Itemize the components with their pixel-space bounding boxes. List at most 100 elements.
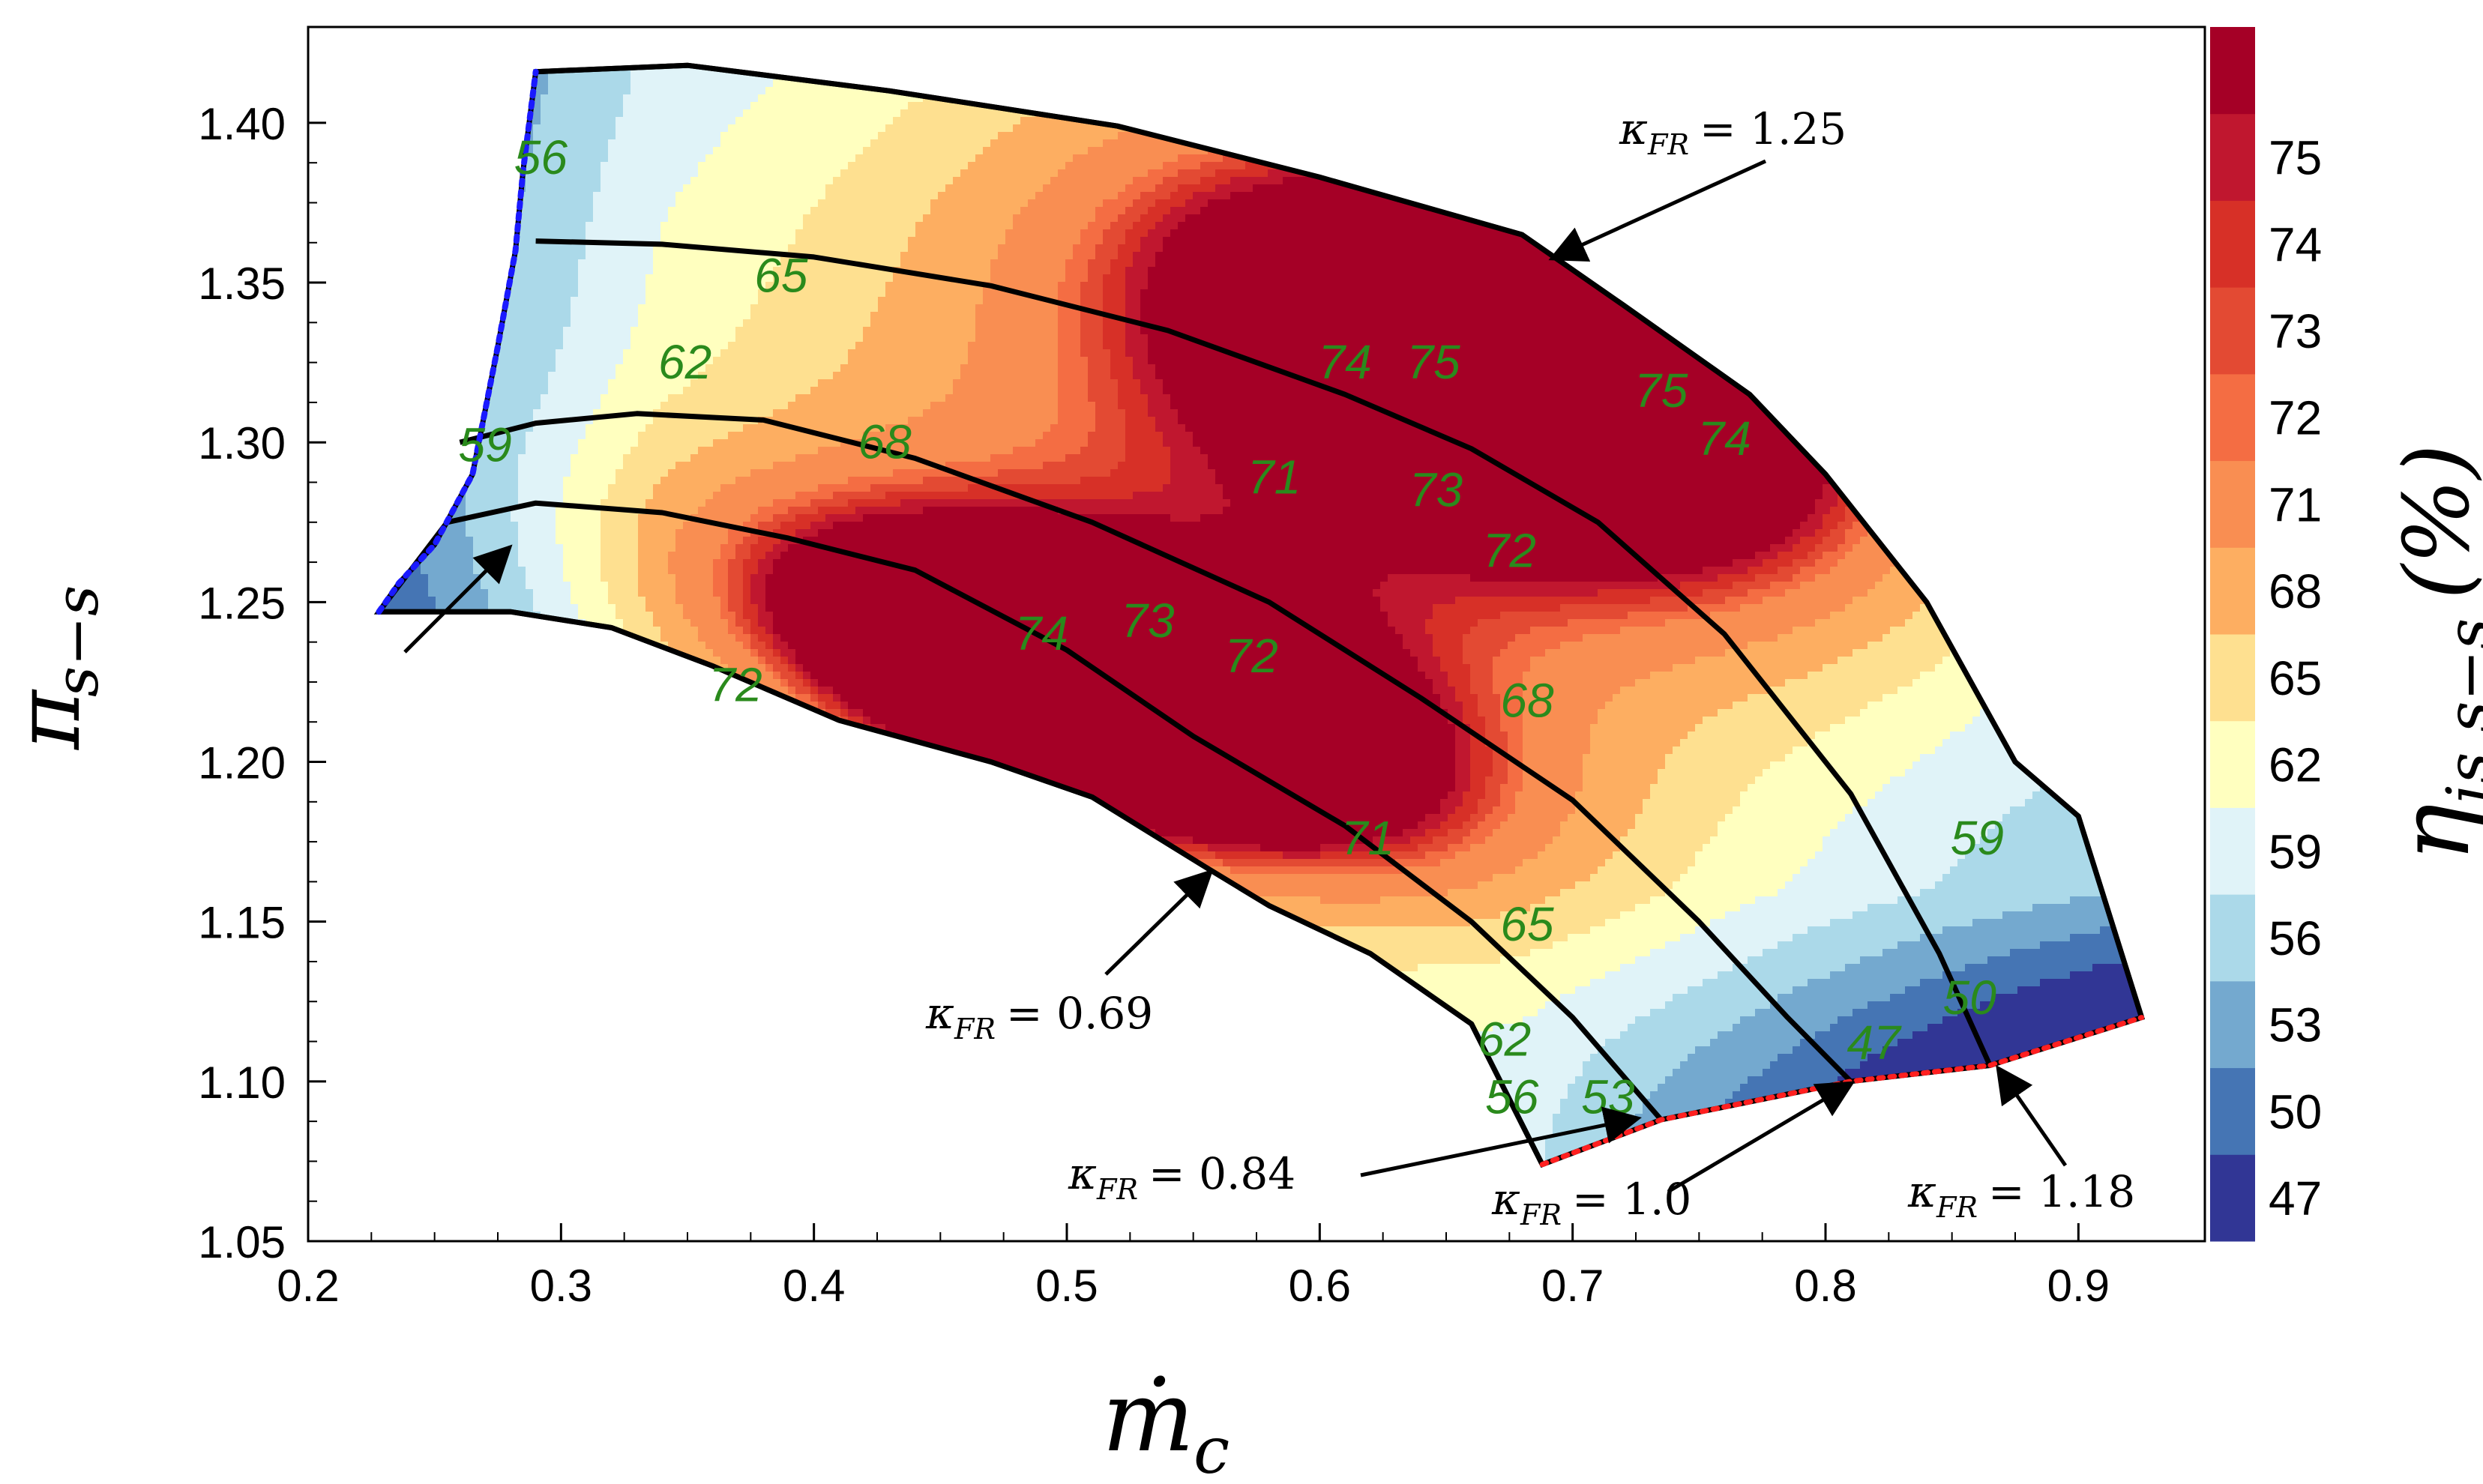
contour-cell — [406, 462, 414, 470]
contour-cell — [428, 904, 436, 912]
contour-cell — [413, 1091, 421, 1100]
contour-cell — [473, 27, 481, 35]
contour-cell — [308, 934, 316, 942]
contour-cell — [368, 896, 376, 905]
contour-cell — [421, 1151, 429, 1159]
contour-cell — [458, 844, 466, 852]
contour-cell — [406, 866, 414, 875]
contour-cell — [533, 784, 541, 792]
contour-cell — [413, 889, 421, 897]
contour-cell — [451, 1189, 459, 1197]
contour-cell — [361, 522, 369, 530]
contour-cell — [346, 559, 354, 567]
contour-cell — [496, 177, 504, 185]
contour-cell — [488, 304, 496, 313]
contour-cell — [323, 49, 331, 58]
contour-cell — [338, 342, 346, 350]
contour-cell — [316, 364, 324, 372]
contour-cell — [413, 874, 421, 882]
contour-cell — [511, 1219, 519, 1227]
contour-cell — [338, 177, 346, 185]
contour-cell — [413, 229, 421, 238]
contour-cell — [451, 761, 459, 770]
contour-cell — [391, 357, 399, 365]
contour-cell — [413, 192, 421, 200]
contour-cell — [308, 836, 316, 845]
contour-cell — [503, 881, 511, 890]
contour-cell — [406, 949, 414, 957]
contour-cell — [451, 274, 459, 283]
contour-cell — [379, 1121, 384, 1129]
contour-cell — [413, 994, 421, 1002]
contour-cell — [436, 769, 444, 777]
contour-cell — [421, 1129, 429, 1137]
contour-cell — [428, 229, 436, 238]
contour-cell — [398, 424, 406, 432]
contour-cell — [511, 769, 519, 777]
contour-cell — [473, 1144, 481, 1152]
contour-cell — [346, 791, 354, 800]
contour-cell — [368, 1114, 376, 1122]
contour-cell — [443, 574, 451, 582]
contour-cell — [428, 1069, 436, 1077]
contour-cell — [323, 612, 331, 620]
contour-cell — [496, 244, 504, 253]
contour-cell — [353, 881, 361, 890]
contour-cell — [511, 1181, 519, 1189]
contour-cell — [353, 364, 361, 372]
contour-cell — [503, 1121, 511, 1129]
contour-cell — [473, 372, 481, 380]
contour-cell — [379, 552, 384, 560]
contour-cell — [338, 34, 346, 43]
contour-cell — [383, 192, 391, 200]
contour-cell — [353, 1091, 361, 1100]
contour-cell — [379, 911, 384, 920]
contour-cell — [398, 469, 406, 477]
contour-cell — [361, 447, 369, 455]
contour-cell — [368, 1001, 376, 1010]
contour-cell — [518, 851, 526, 860]
contour-cell — [496, 94, 504, 103]
contour-cell — [466, 529, 474, 537]
contour-cell — [406, 769, 414, 777]
contour-cell — [451, 364, 459, 372]
contour-cell — [421, 1189, 429, 1197]
contour-cell — [361, 1219, 369, 1227]
contour-cell — [503, 814, 511, 822]
contour-cell — [466, 267, 474, 275]
contour-cell — [443, 829, 451, 837]
contour-cell — [443, 132, 451, 140]
contour-cell — [323, 1046, 331, 1055]
contour-cell — [346, 1189, 354, 1197]
contour-cell — [353, 889, 361, 897]
contour-cell — [316, 874, 324, 882]
contour-cell — [406, 304, 414, 313]
contour-cell — [451, 1009, 459, 1017]
contour-cell — [413, 409, 421, 417]
contour-cell — [323, 806, 331, 815]
contour-cell — [383, 94, 391, 103]
contour-cell — [368, 567, 376, 575]
contour-cell — [451, 282, 459, 290]
contour-cell — [383, 432, 391, 440]
contour-cell — [518, 904, 526, 912]
contour-cell — [458, 552, 466, 560]
contour-cell — [526, 1219, 534, 1227]
contour-cell — [323, 597, 331, 605]
contour-cell — [368, 926, 376, 935]
contour-cell — [428, 154, 436, 163]
contour-cell — [413, 252, 421, 260]
contour-cell — [428, 1009, 436, 1017]
contour-cell — [511, 1054, 519, 1062]
contour-cell — [383, 109, 391, 118]
contour-cell — [398, 732, 406, 740]
contour-cell — [379, 582, 384, 590]
contour-cell — [379, 851, 384, 860]
contour-cell — [406, 169, 414, 178]
contour-cell — [346, 552, 354, 560]
contour-cell — [346, 754, 354, 762]
contour-cell — [368, 904, 376, 912]
contour-cell — [436, 252, 444, 260]
contour-cell — [503, 79, 511, 88]
contour-cell — [503, 784, 511, 792]
